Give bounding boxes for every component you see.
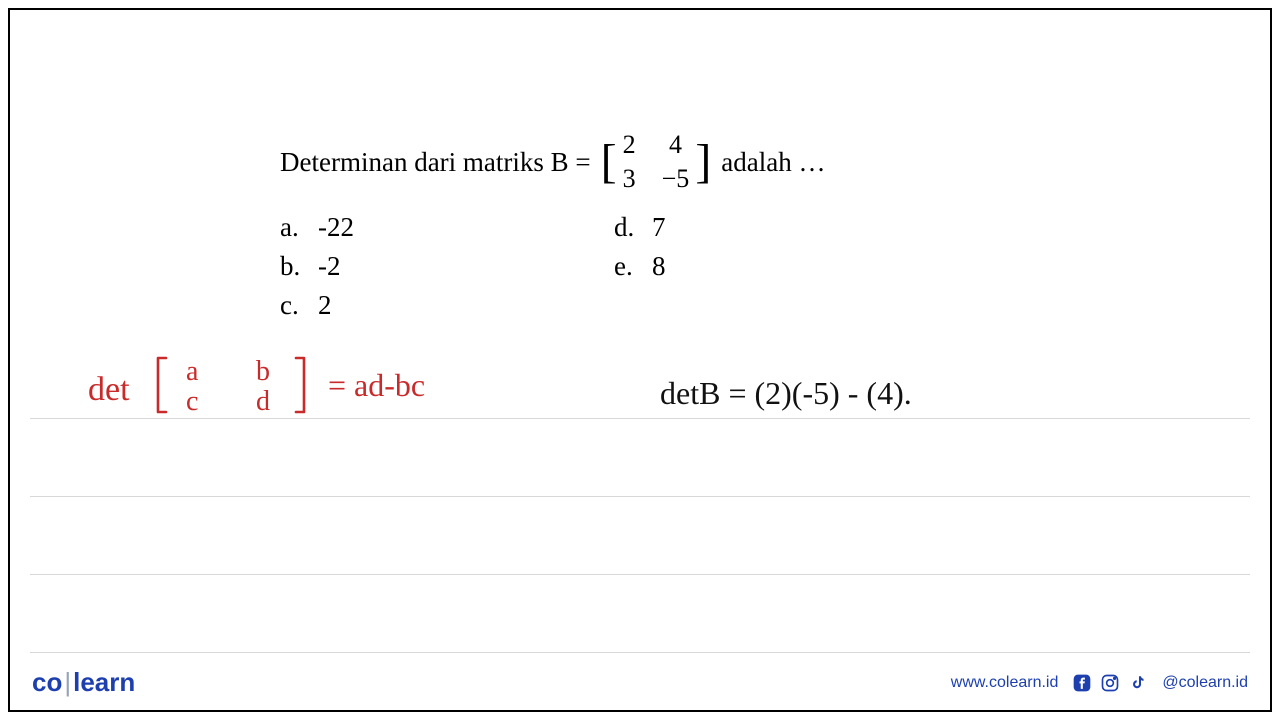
- answer-d: d. 7: [614, 212, 666, 243]
- logo-separator: |: [64, 667, 71, 697]
- answer-b: b. -2: [280, 251, 354, 282]
- matrix-d: −5: [662, 164, 690, 194]
- red-matrix-d: d: [256, 386, 270, 417]
- answer-b-value: -2: [318, 251, 341, 282]
- ruled-line: [30, 574, 1250, 575]
- facebook-icon: [1072, 673, 1092, 693]
- matrix-B: [ 2 4 3 −5 ]: [601, 130, 712, 194]
- matrix-a: 2: [623, 130, 636, 160]
- answer-a-value: -22: [318, 212, 354, 243]
- answer-e-label: e.: [614, 251, 638, 282]
- red-matrix-c: c: [186, 386, 198, 417]
- answers-col-left: a. -22 b. -2 c. 2: [280, 212, 354, 321]
- social-icons: [1072, 673, 1148, 693]
- handwriting-black: detB = (2)(-5) - (4).: [660, 360, 1080, 430]
- ruled-line: [30, 418, 1250, 419]
- answer-b-label: b.: [280, 251, 304, 282]
- question-prefix: Determinan dari matriks B =: [280, 147, 591, 178]
- footer: co|learn www.colearn.id @colearn.id: [32, 667, 1248, 698]
- matrix-b: 4: [662, 130, 690, 160]
- question-line: Determinan dari matriks B = [ 2 4 3 −5 ]…: [280, 130, 1000, 194]
- matrix-body: 2 4 3 −5: [617, 130, 696, 194]
- answer-c-label: c.: [280, 290, 304, 321]
- answer-c: c. 2: [280, 290, 354, 321]
- red-matrix-a: a: [186, 356, 199, 387]
- footer-handle: @colearn.id: [1162, 674, 1248, 692]
- answer-d-label: d.: [614, 212, 638, 243]
- answer-e-value: 8: [652, 251, 666, 282]
- answer-a-label: a.: [280, 212, 304, 243]
- answer-d-value: 7: [652, 212, 666, 243]
- ruled-line: [30, 652, 1250, 653]
- red-matrix-b: b: [256, 356, 270, 387]
- tiktok-icon: [1128, 673, 1148, 693]
- logo-part1: co: [32, 667, 62, 697]
- instagram-icon: [1100, 673, 1120, 693]
- answer-a: a. -22: [280, 212, 354, 243]
- ruled-line: [30, 496, 1250, 497]
- answers: a. -22 b. -2 c. 2 d. 7 e. 8: [280, 212, 1000, 321]
- red-det-text: det: [88, 371, 130, 408]
- question-suffix: adalah …: [721, 147, 825, 178]
- logo-part2: learn: [73, 667, 135, 697]
- bracket-left: [: [601, 140, 617, 183]
- red-formula: = ad-bc: [328, 367, 425, 403]
- logo: co|learn: [32, 667, 135, 698]
- matrix-c: 3: [623, 164, 636, 194]
- black-formula: detB = (2)(-5) - (4).: [660, 375, 912, 411]
- answer-c-value: 2: [318, 290, 332, 321]
- question-block: Determinan dari matriks B = [ 2 4 3 −5 ]…: [280, 130, 1000, 321]
- answer-e: e. 8: [614, 251, 666, 282]
- bracket-right: ]: [695, 140, 711, 183]
- footer-right: www.colearn.id @colearn.id: [951, 673, 1248, 693]
- answers-col-right: d. 7 e. 8: [614, 212, 666, 321]
- footer-url: www.colearn.id: [951, 674, 1059, 692]
